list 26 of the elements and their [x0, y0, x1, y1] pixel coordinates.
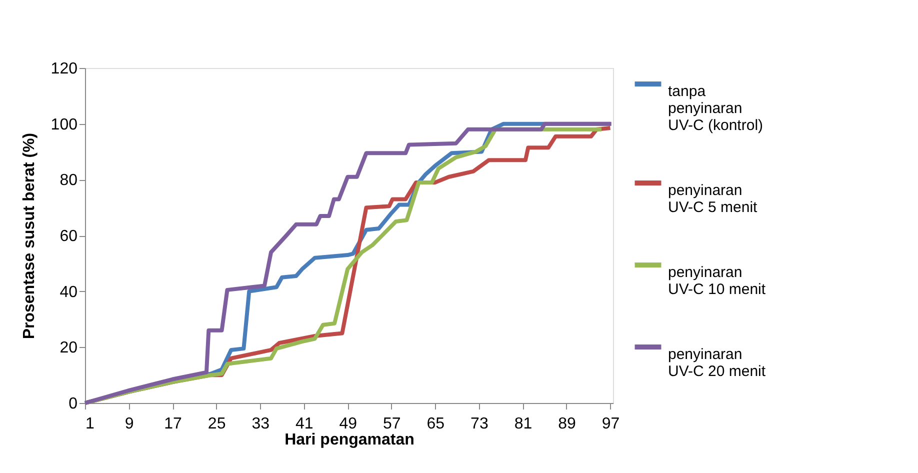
- x-tick-label: 49: [339, 416, 358, 432]
- legend-label: tanpa penyinaran UV-C (kontrol): [668, 83, 764, 134]
- y-tick-label: 80: [60, 172, 78, 190]
- x-tick-label: 81: [514, 416, 532, 432]
- x-axis-title: Hari pengamatan: [284, 432, 414, 448]
- x-tick-label: 57: [383, 416, 401, 432]
- x-tick-label: 65: [426, 416, 445, 432]
- legend-label: penyinaran UV-C 20 menit: [668, 346, 766, 380]
- x-tick-label: 89: [558, 416, 576, 432]
- legend-label: penyinaran UV-C 5 menit: [668, 182, 758, 216]
- x-tick-label: 97: [602, 416, 620, 432]
- y-tick-label: 0: [68, 396, 78, 412]
- x-tick-label: 9: [124, 416, 134, 432]
- y-axis-title: Prosentase susut berat (%): [20, 132, 38, 340]
- legend-label: penyinaran UV-C 10 menit: [668, 264, 766, 298]
- y-tick-label: 40: [60, 284, 78, 301]
- x-tick-label: 17: [164, 416, 182, 432]
- x-tick-label: 25: [208, 416, 226, 432]
- y-tick-label: 120: [50, 60, 78, 78]
- x-tick-label: 33: [252, 416, 270, 432]
- y-tick-label: 20: [60, 340, 78, 357]
- y-tick-label: 100: [50, 116, 78, 134]
- x-tick-label: 1: [86, 416, 94, 432]
- x-tick-label: 41: [295, 416, 314, 432]
- y-tick-label: 60: [60, 228, 78, 245]
- x-tick-label: 73: [470, 416, 488, 432]
